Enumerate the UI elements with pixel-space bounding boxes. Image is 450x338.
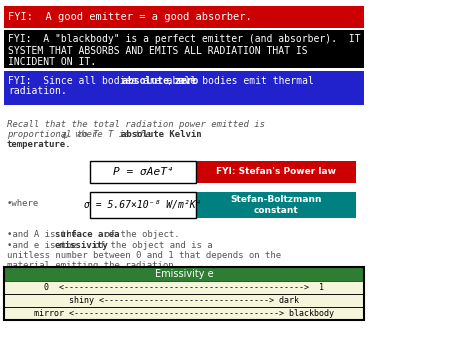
FancyBboxPatch shape — [4, 307, 364, 320]
FancyBboxPatch shape — [4, 294, 364, 307]
Text: 4: 4 — [62, 132, 67, 141]
Text: 0  <------------------------------------------------>  1: 0 <-------------------------------------… — [44, 283, 324, 292]
Text: , where T is the: , where T is the — [65, 130, 157, 139]
Text: , all bodies emit thermal: , all bodies emit thermal — [167, 76, 314, 86]
Text: unitless number between 0 and 1 that depends on the: unitless number between 0 and 1 that dep… — [7, 251, 281, 260]
Text: FYI:  Since all bodies are above: FYI: Since all bodies are above — [8, 76, 202, 86]
FancyBboxPatch shape — [4, 6, 364, 28]
Text: shiny <---------------------------------> dark: shiny <---------------------------------… — [69, 296, 299, 305]
Text: mirror <-----------------------------------------> blackbody: mirror <--------------------------------… — [34, 309, 334, 318]
Text: surface area: surface area — [54, 230, 119, 239]
Text: of the object and is a: of the object and is a — [89, 241, 212, 250]
Text: emissivity: emissivity — [54, 241, 108, 250]
Text: radiation.: radiation. — [8, 86, 67, 96]
Text: temperature.: temperature. — [7, 140, 71, 149]
Text: absolute Kelvin: absolute Kelvin — [121, 130, 202, 139]
Text: FYI: Stefan's Power law: FYI: Stefan's Power law — [216, 168, 336, 176]
Text: of the object.: of the object. — [99, 230, 180, 239]
Text: •and e is the: •and e is the — [7, 241, 82, 250]
Text: Emissivity e: Emissivity e — [155, 269, 213, 279]
Text: Stefan-Boltzmann
constant: Stefan-Boltzmann constant — [230, 195, 322, 215]
Text: material emitting the radiation.: material emitting the radiation. — [7, 261, 179, 270]
FancyBboxPatch shape — [196, 161, 356, 183]
Text: σ = 5.67×10⁻⁸ W/m²K⁴: σ = 5.67×10⁻⁸ W/m²K⁴ — [84, 200, 202, 210]
FancyBboxPatch shape — [4, 71, 364, 105]
FancyBboxPatch shape — [4, 267, 364, 281]
FancyBboxPatch shape — [90, 161, 196, 183]
Text: •and A is the: •and A is the — [7, 230, 82, 239]
Text: absolute zero: absolute zero — [122, 76, 198, 86]
Text: Recall that the total radiation power emitted is: Recall that the total radiation power em… — [7, 120, 265, 129]
Text: FYI:  A "blackbody" is a perfect emitter (and absorber).  IT IS AN IDEAL
SYSTEM : FYI: A "blackbody" is a perfect emitter … — [8, 34, 431, 67]
FancyBboxPatch shape — [196, 192, 356, 218]
Text: P = σAeT⁴: P = σAeT⁴ — [113, 167, 174, 177]
FancyBboxPatch shape — [4, 281, 364, 294]
Text: proportional to T: proportional to T — [7, 130, 98, 139]
Text: •where: •where — [7, 199, 39, 208]
FancyBboxPatch shape — [4, 30, 364, 68]
FancyBboxPatch shape — [90, 192, 196, 218]
Text: FYI:  A good emitter = a good absorber.: FYI: A good emitter = a good absorber. — [8, 12, 252, 22]
